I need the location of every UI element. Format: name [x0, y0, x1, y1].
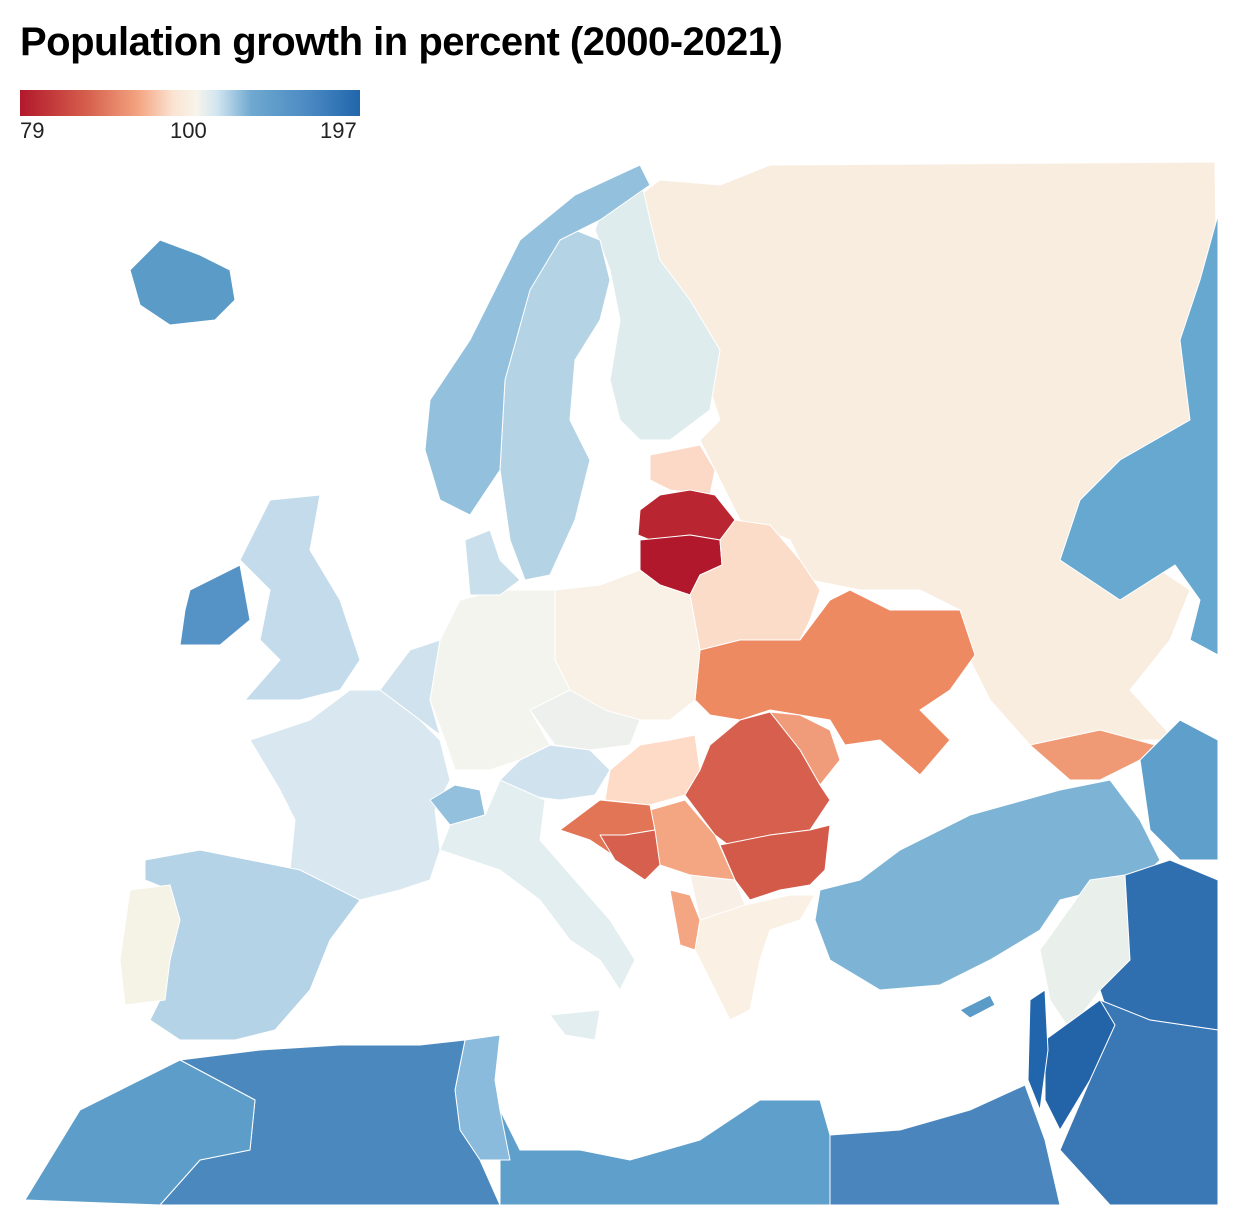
region-kazakhstan[interactable]	[1059, 214, 1219, 656]
region-jordan[interactable]	[1044, 999, 1116, 1131]
region-czechia[interactable]	[529, 689, 641, 751]
region-estonia[interactable]	[649, 444, 716, 496]
region-egypt[interactable]	[829, 1084, 1061, 1206]
region-caucasus-east[interactable]	[1139, 719, 1219, 861]
region-greece[interactable]	[694, 894, 816, 1021]
legend-max-label: 197	[320, 118, 357, 143]
region-sicily[interactable]	[549, 1009, 601, 1041]
region-libya[interactable]	[499, 1099, 831, 1206]
color-scale-legend	[20, 90, 360, 116]
region-morocco[interactable]	[24, 1059, 256, 1206]
region-cyprus[interactable]	[959, 994, 996, 1019]
region-finland[interactable]	[594, 174, 721, 441]
region-switzerland[interactable]	[429, 784, 486, 826]
region-israel[interactable]	[1027, 989, 1049, 1111]
region-uk[interactable]	[239, 494, 361, 701]
region-portugal[interactable]	[119, 884, 181, 1006]
region-latvia[interactable]	[637, 489, 736, 541]
region-ireland[interactable]	[179, 564, 251, 646]
map-title: Population growth in percent (2000-2021)	[20, 20, 783, 64]
region-bulgaria[interactable]	[719, 824, 831, 901]
legend-min-label: 79	[20, 118, 45, 143]
region-norway[interactable]	[424, 164, 651, 516]
region-germany[interactable]	[429, 589, 571, 771]
region-iceland[interactable]	[129, 239, 236, 326]
region-ukraine[interactable]	[694, 589, 976, 776]
region-italy[interactable]	[439, 779, 636, 991]
region-denmark[interactable]	[464, 529, 521, 596]
legend-mid-label: 100	[170, 118, 207, 143]
region-bosnia[interactable]	[599, 829, 661, 881]
